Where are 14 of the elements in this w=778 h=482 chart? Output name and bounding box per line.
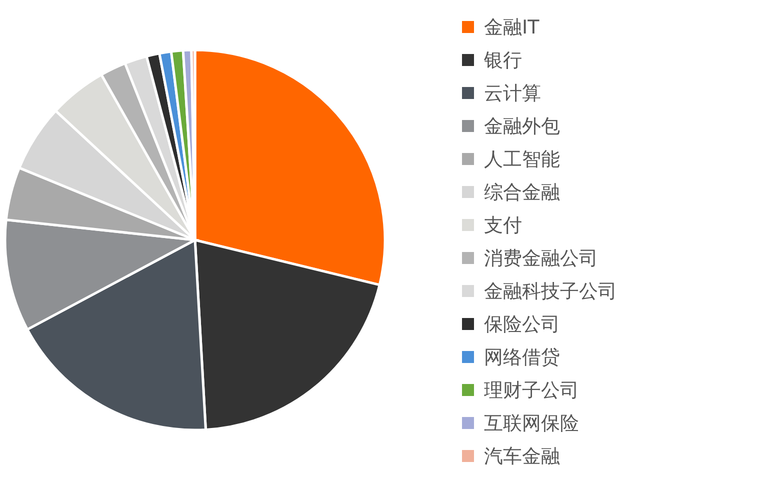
legend-label: 支付 xyxy=(484,214,522,237)
legend-label: 网络借贷 xyxy=(484,346,560,369)
legend-label: 金融IT xyxy=(484,16,540,39)
legend-label: 金融科技子公司 xyxy=(484,280,617,303)
legend-label: 互联网保险 xyxy=(484,412,579,435)
legend-label: 消费金融公司 xyxy=(484,248,598,270)
legend-label: 人工智能 xyxy=(484,148,560,171)
legend-label: 金融外包 xyxy=(484,116,560,138)
legend-label: 银行 xyxy=(483,50,522,72)
legend-label: 综合金融 xyxy=(484,182,560,204)
legend-label: 云计算 xyxy=(484,82,541,105)
legend-label: 理财子公司 xyxy=(484,380,579,402)
legend-label: 汽车金融 xyxy=(484,446,560,468)
legend-label: 保险公司 xyxy=(484,314,560,336)
